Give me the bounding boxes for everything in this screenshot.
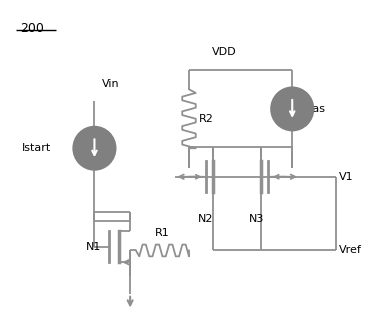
Text: 200: 200 [20,22,44,35]
Text: Ibias: Ibias [300,104,326,114]
Text: N3: N3 [249,214,264,224]
Text: Istart: Istart [22,143,51,153]
Text: Vin: Vin [102,79,120,89]
Text: Vref: Vref [339,245,361,255]
Text: R2: R2 [199,114,213,124]
Text: VDD: VDD [212,47,237,57]
Text: R1: R1 [155,228,169,238]
Text: V1: V1 [339,172,353,182]
Circle shape [271,87,314,131]
Text: N2: N2 [198,214,213,224]
Text: N1: N1 [86,241,101,252]
Circle shape [73,127,116,170]
